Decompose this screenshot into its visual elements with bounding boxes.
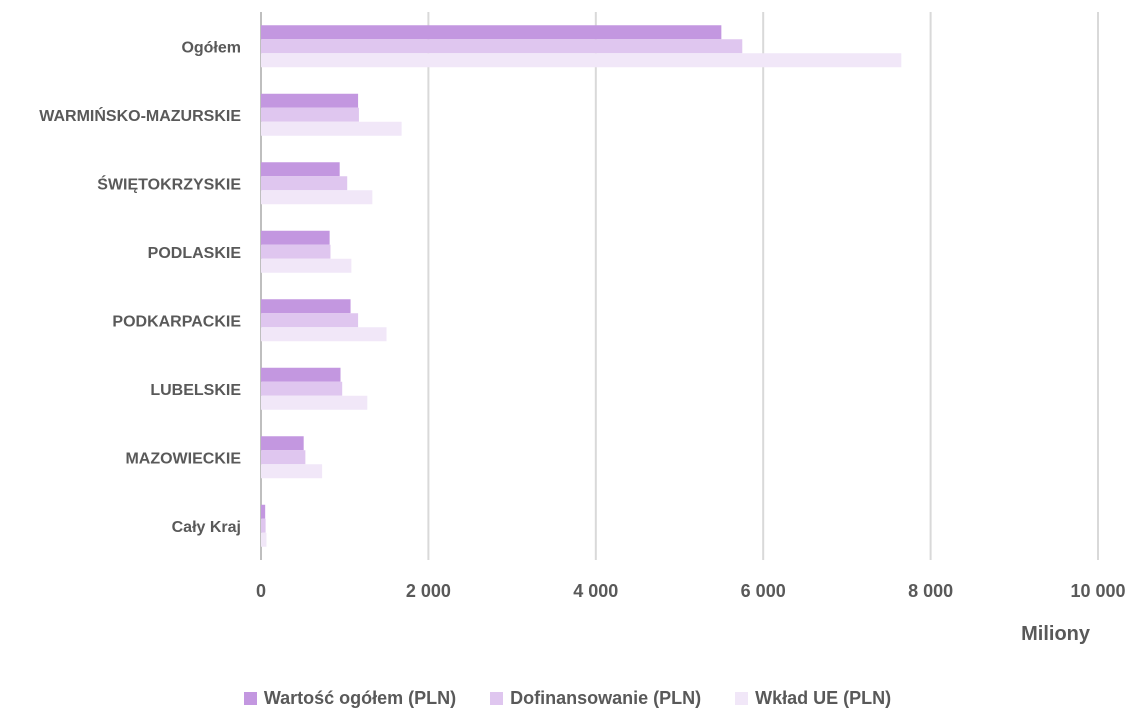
bar[interactable] xyxy=(261,190,373,205)
bar[interactable] xyxy=(261,395,368,410)
bar[interactable] xyxy=(261,258,352,273)
category-label: WARMIŃSKO-MAZURSKIE xyxy=(39,106,241,125)
legend-item-eu-contribution[interactable]: Wkład UE (PLN) xyxy=(735,688,891,709)
bars xyxy=(261,25,902,547)
x-tick-label: 8 000 xyxy=(908,581,953,601)
bar[interactable] xyxy=(261,121,402,136)
bar[interactable] xyxy=(261,53,902,68)
x-tick-label: 2 000 xyxy=(406,581,451,601)
x-tick-label: 6 000 xyxy=(741,581,786,601)
bar[interactable] xyxy=(261,299,351,314)
legend-swatch xyxy=(735,692,749,705)
category-label: PODKARPACKIE xyxy=(112,313,241,330)
bar[interactable] xyxy=(261,93,359,108)
bar[interactable] xyxy=(261,327,387,342)
bar[interactable] xyxy=(261,313,359,328)
legend-label: Wartość ogółem (PLN) xyxy=(263,688,457,708)
bar[interactable] xyxy=(261,464,323,479)
bar[interactable] xyxy=(261,230,330,245)
bar[interactable] xyxy=(261,381,343,396)
category-labels: Ogółem WARMIŃSKO-MAZURSKIE ŚWIĘTOKRZYSKIE P… xyxy=(39,39,241,536)
x-tick-label: 4 000 xyxy=(573,581,618,601)
x-tick-label: 0 xyxy=(256,581,266,601)
category-label: LUBELSKIE xyxy=(150,382,241,399)
category-label: Cały Kraj xyxy=(172,519,241,536)
bar[interactable] xyxy=(261,244,331,259)
x-tick-label: 10 000 xyxy=(1070,581,1125,601)
category-label: MAZOWIECKIE xyxy=(125,450,241,467)
bar[interactable] xyxy=(261,367,341,382)
bar[interactable] xyxy=(261,450,306,465)
legend-label: Wkład UE (PLN) xyxy=(755,688,892,708)
legend-swatch xyxy=(243,692,257,705)
bar[interactable] xyxy=(261,107,359,122)
bar[interactable] xyxy=(261,532,267,547)
category-label: PODLASKIE xyxy=(148,245,242,262)
x-unit-label: Miliony xyxy=(1021,623,1091,645)
category-label: ŚWIĘTOKRZYSKIE xyxy=(97,174,241,193)
legend-label: Dofinansowanie (PLN) xyxy=(510,688,702,708)
legend-swatch xyxy=(490,692,504,705)
bar[interactable] xyxy=(261,25,722,40)
x-tick-labels: 0 2 000 4 000 6 000 8 000 10 000 xyxy=(256,581,1126,601)
category-label: Ogółem xyxy=(181,39,241,56)
legend-item-cofinancing[interactable]: Dofinansowanie (PLN) xyxy=(490,688,701,709)
bar[interactable] xyxy=(261,504,266,519)
gridlines xyxy=(260,12,1099,560)
bar[interactable] xyxy=(261,436,304,451)
bar[interactable] xyxy=(261,176,348,191)
legend: Wartość ogółem (PLN) Dofinansowanie (PLN… xyxy=(0,688,1135,709)
bar[interactable] xyxy=(261,162,340,177)
bar[interactable] xyxy=(261,39,743,54)
legend-item-total[interactable]: Wartość ogółem (PLN) xyxy=(243,688,457,709)
bar[interactable] xyxy=(261,518,266,533)
